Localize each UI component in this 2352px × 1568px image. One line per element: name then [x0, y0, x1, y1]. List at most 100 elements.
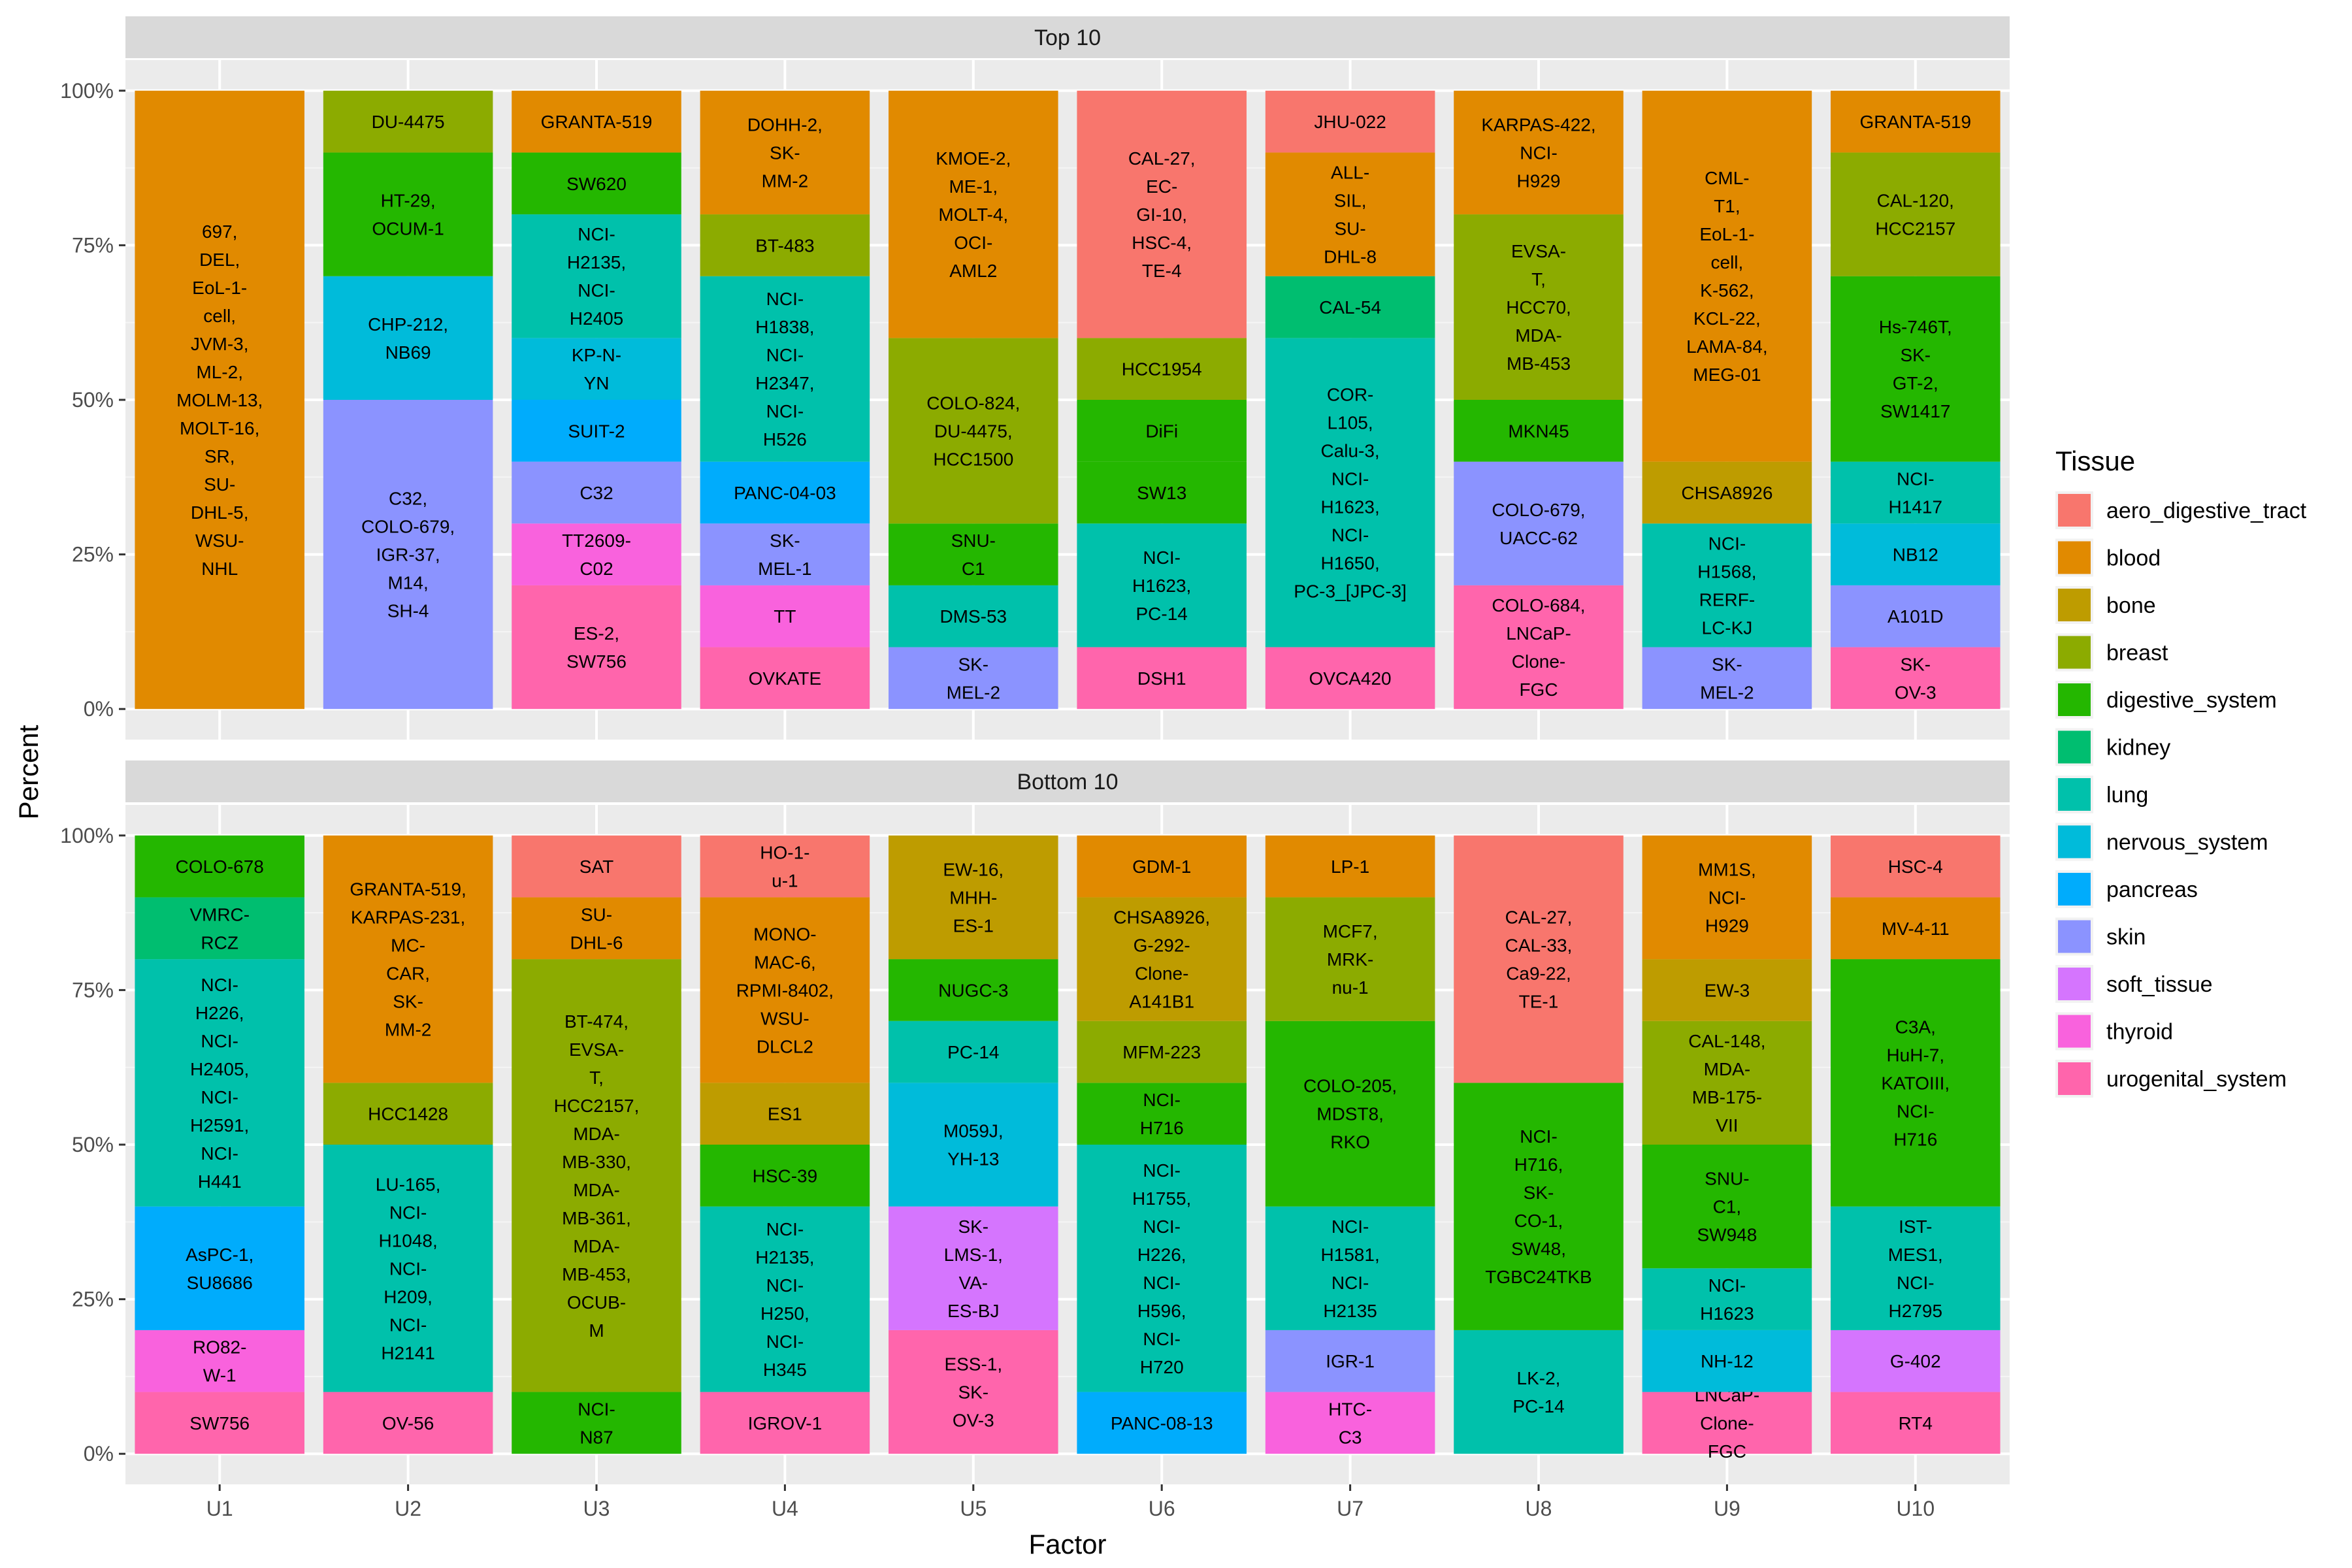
segment-label: COLO-205, MDST8, RKO: [1303, 1076, 1397, 1152]
legend-label: blood: [2106, 546, 2161, 571]
bar-segment: [512, 585, 681, 710]
bar-segment: [1831, 523, 2001, 585]
bar-segment: [1642, 90, 1812, 462]
segment-label: DiFi: [1145, 421, 1178, 441]
bar-segment: [700, 461, 870, 524]
y-axis-title: Percent: [13, 725, 44, 819]
bar-segment: [700, 585, 870, 647]
segment-label: G-402: [1890, 1351, 1941, 1371]
bar-segment: [889, 338, 1058, 524]
segment-label: SAT: [580, 857, 613, 877]
bar-segment: [1831, 1392, 2001, 1454]
segment-label: KP-N-YN: [572, 345, 621, 393]
segment-label: SUIT-2: [568, 421, 625, 441]
segment-label: NCI-H2135, NCI-H2405: [567, 224, 626, 329]
bar-segment: [1642, 835, 1812, 960]
y-tick-label: 0%: [84, 697, 114, 721]
segment-label: CHSA8926, G-292-Clone-A141B1: [1113, 907, 1210, 1012]
segment-label: NCI-H1581, NCI-H2135: [1320, 1217, 1379, 1321]
bar-segment: [1077, 338, 1247, 400]
bar-segment: [1642, 1021, 1812, 1145]
bar-segment: [1831, 897, 2001, 960]
legend-label: pancreas: [2106, 877, 2198, 902]
segment-label: LP-1: [1331, 857, 1369, 877]
bar-segment: [135, 1206, 304, 1330]
bar-segment: [1454, 835, 1624, 1083]
bar-segment: [512, 152, 681, 215]
segment-label: RT4: [1899, 1413, 1933, 1433]
legend-swatch: [2058, 968, 2091, 1000]
segment-label: M059J, YH-13: [943, 1121, 1004, 1169]
bar-segment: [512, 897, 681, 960]
legend-swatch: [2058, 730, 2091, 764]
bar-segment: [135, 835, 304, 898]
bar-segment: [1831, 152, 2001, 276]
segment-label: CAL-27, EC-GI-10, HSC-4, TE-4: [1128, 148, 1196, 281]
bar-segment: [1454, 1330, 1624, 1454]
segment-label: ES-2, SW756: [566, 623, 627, 672]
x-tick-label: U10: [1896, 1497, 1935, 1520]
x-tick-label: U3: [583, 1497, 610, 1520]
facet-strip-title: Bottom 10: [1017, 770, 1119, 794]
segment-label: NCI-H2135, NCI-H250, NCI-H345: [755, 1219, 814, 1380]
segment-label: EW-3: [1705, 980, 1750, 1000]
bar-segment: [1642, 1392, 1812, 1454]
bar-segment: [135, 1392, 304, 1454]
segment-label: C32: [580, 483, 613, 503]
segment-label: CAL-148, MDA-MB-175-VII: [1688, 1031, 1765, 1135]
segment-label: GRANTA-519: [541, 112, 653, 132]
bar-segment: [700, 1145, 870, 1207]
legend-swatch: [2058, 825, 2091, 858]
segment-label: NCI-H1623, PC-14: [1132, 547, 1191, 624]
legend-swatch: [2058, 636, 2091, 669]
bar-segment: [1265, 152, 1435, 276]
bar-segment: [1831, 1206, 2001, 1330]
bar-segment: [1642, 1145, 1812, 1269]
segment-label: EVSA-T, HCC70, MDA-MB-453: [1506, 241, 1571, 374]
bar-segment: [1265, 1206, 1435, 1330]
bar-segment: [1265, 1392, 1435, 1454]
segment-label: MM1S, NCI-H929: [1698, 859, 1756, 936]
segment-label: CHSA8926: [1681, 483, 1772, 503]
segment-label: IGR-1: [1326, 1351, 1375, 1371]
segment-label: CAL-54: [1319, 297, 1381, 318]
segment-label: SK-MEL-2: [1700, 654, 1754, 702]
bar-segment: [889, 1330, 1058, 1454]
segment-label: MONO-MAC-6, RPMI-8402, WSU-DLCL2: [736, 924, 834, 1056]
bar-segment: [323, 400, 493, 710]
segment-label: DSH1: [1137, 668, 1186, 689]
segment-label: NCI-H1755, NCI-H226, NCI-H596, NCI-H720: [1132, 1160, 1191, 1377]
bar-segment: [700, 276, 870, 462]
bar-segment: [1831, 585, 2001, 647]
segment-label: SK-MEL-2: [947, 654, 1000, 702]
bar-segment: [700, 1083, 870, 1145]
bar-segment: [1265, 897, 1435, 1021]
y-tick-label: 100%: [60, 824, 114, 847]
bar-segment: [1642, 647, 1812, 710]
legend-swatch: [2058, 589, 2091, 621]
bar-segment: [1831, 461, 2001, 524]
segment-label: OV-56: [382, 1413, 434, 1433]
bar-segment: [700, 214, 870, 276]
bar-segment: [1077, 897, 1247, 1021]
y-tick-label: 75%: [72, 978, 114, 1002]
segment-label: SW756: [189, 1413, 250, 1433]
bar-segment: [700, 1206, 870, 1392]
x-tick-label: U2: [395, 1497, 421, 1520]
segment-label: NCI-H1838, NCI-H2347, NCI-H526: [755, 289, 814, 449]
segment-label: COLO-679, UACC-62: [1492, 500, 1585, 548]
bar-segment: [323, 835, 493, 1083]
bar-segment: [1454, 214, 1624, 400]
segment-label: MV-4-11: [1882, 919, 1950, 939]
segment-label: NCI-H1623: [1700, 1275, 1754, 1324]
bar-segment: [889, 585, 1058, 647]
bar-segment: [512, 400, 681, 462]
y-tick-label: 25%: [72, 1288, 114, 1311]
bar-segment: [889, 90, 1058, 338]
bar-segment: [135, 1330, 304, 1392]
bar-segment: [1077, 523, 1247, 647]
bar-segment: [1265, 835, 1435, 898]
bar-segment: [1831, 835, 2001, 898]
legend-swatch: [2058, 1062, 2091, 1095]
bar-segment: [512, 338, 681, 400]
